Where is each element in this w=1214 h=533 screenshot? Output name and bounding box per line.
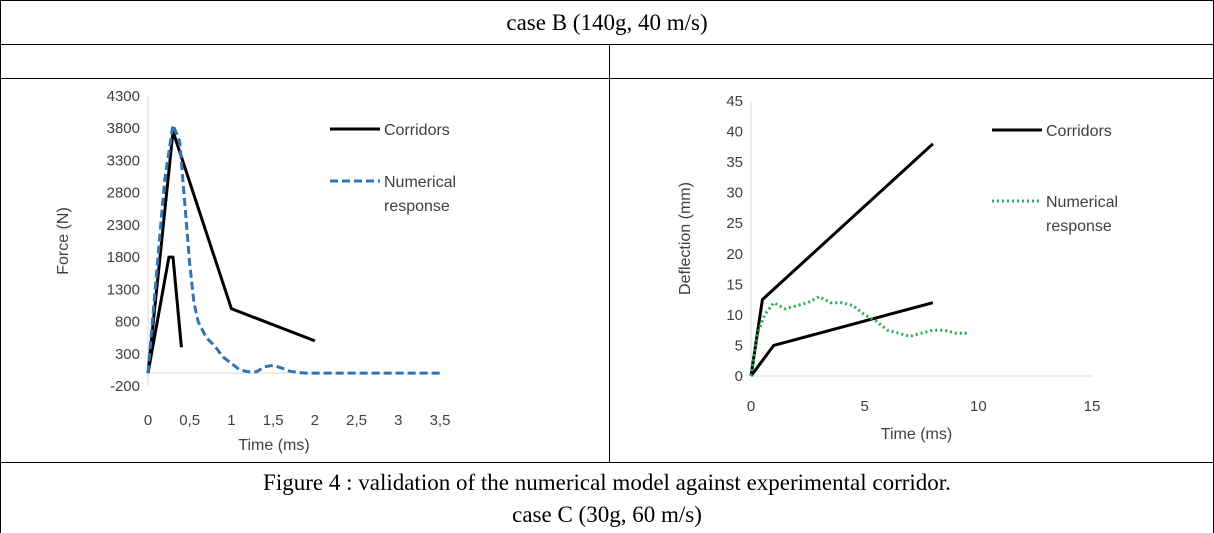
table-border-row1	[0, 78, 1214, 79]
y-tick-label: -200	[110, 378, 140, 395]
y-tick-label: 10	[726, 307, 743, 324]
corridor-series-line	[749, 142, 934, 377]
y-tick-label: 2300	[107, 217, 140, 234]
y-tick-label: 3300	[107, 152, 140, 169]
y-tick-label: 30	[726, 185, 743, 202]
legend-corridors-label: Corridors	[1046, 123, 1112, 140]
x-tick-label: 0	[144, 412, 152, 429]
numerical-response-line	[749, 295, 967, 377]
y-tick-label: 45	[726, 93, 743, 110]
numerical-response-line	[146, 123, 440, 375]
x-tick-label: 0,5	[179, 412, 200, 429]
x-tick-label: 2	[311, 412, 319, 429]
y-tick-label: 300	[115, 346, 140, 363]
y-axis-title: Deflection (mm)	[677, 182, 694, 295]
y-tick-label: 3800	[107, 120, 140, 137]
legend-numerical-label: response	[1046, 218, 1112, 235]
y-tick-label: 0	[735, 368, 743, 385]
x-tick-label: 1	[227, 412, 235, 429]
y-tick-label: 20	[726, 246, 743, 263]
y-tick-label: 1800	[107, 249, 140, 266]
corridor-series-line	[749, 301, 934, 377]
legend-numerical-label: Numerical	[1046, 194, 1118, 211]
y-axis-title: Force (N)	[55, 207, 72, 275]
table-border-row2	[0, 462, 1214, 463]
x-tick-label: 0	[747, 398, 755, 415]
y-tick-label: 25	[726, 215, 743, 232]
x-tick-label: 15	[1084, 398, 1101, 415]
corridor-series-line	[146, 129, 316, 374]
case-c-title: case C (30g, 60 m/s)	[512, 502, 702, 527]
table-border-left	[0, 0, 1, 533]
table-border-header	[0, 44, 1214, 45]
deflection-chart: 45 40 35 30 25 20 15 10 5 00 5 10 15 Time (ms) Deflect…	[677, 93, 1118, 443]
y-tick-label: 15	[726, 276, 743, 293]
y-tick-label: 800	[115, 314, 140, 331]
table-border-middle	[609, 44, 610, 462]
x-tick-label: 5	[860, 398, 868, 415]
legend-corridors-label: Corridors	[384, 122, 450, 139]
table-header-title: case B (140g, 40 m/s)	[506, 10, 708, 35]
y-tick-label: 5	[735, 337, 743, 354]
legend-numerical-label: Numerical	[384, 174, 456, 191]
corridor-series-line	[146, 255, 183, 374]
y-tick-label: 40	[726, 124, 743, 141]
x-tick-label: 1,5	[263, 412, 284, 429]
x-tick-label: 3,5	[430, 412, 451, 429]
x-tick-label: 10	[970, 398, 987, 415]
x-tick-label: 2,5	[346, 412, 367, 429]
table-border-top	[0, 0, 1214, 1]
x-axis-title: Time (ms)	[238, 437, 309, 454]
x-axis-title: Time (ms)	[881, 426, 952, 443]
x-tick-label: 3	[394, 412, 402, 429]
legend-numerical-label: response	[384, 198, 450, 215]
y-tick-label: 2800	[107, 185, 140, 202]
y-tick-label: 35	[726, 154, 743, 171]
figure-caption: Figure 4 : validation of the numerical m…	[263, 470, 951, 495]
y-tick-label: 4300	[107, 88, 140, 105]
y-tick-label: 1300	[107, 281, 140, 298]
